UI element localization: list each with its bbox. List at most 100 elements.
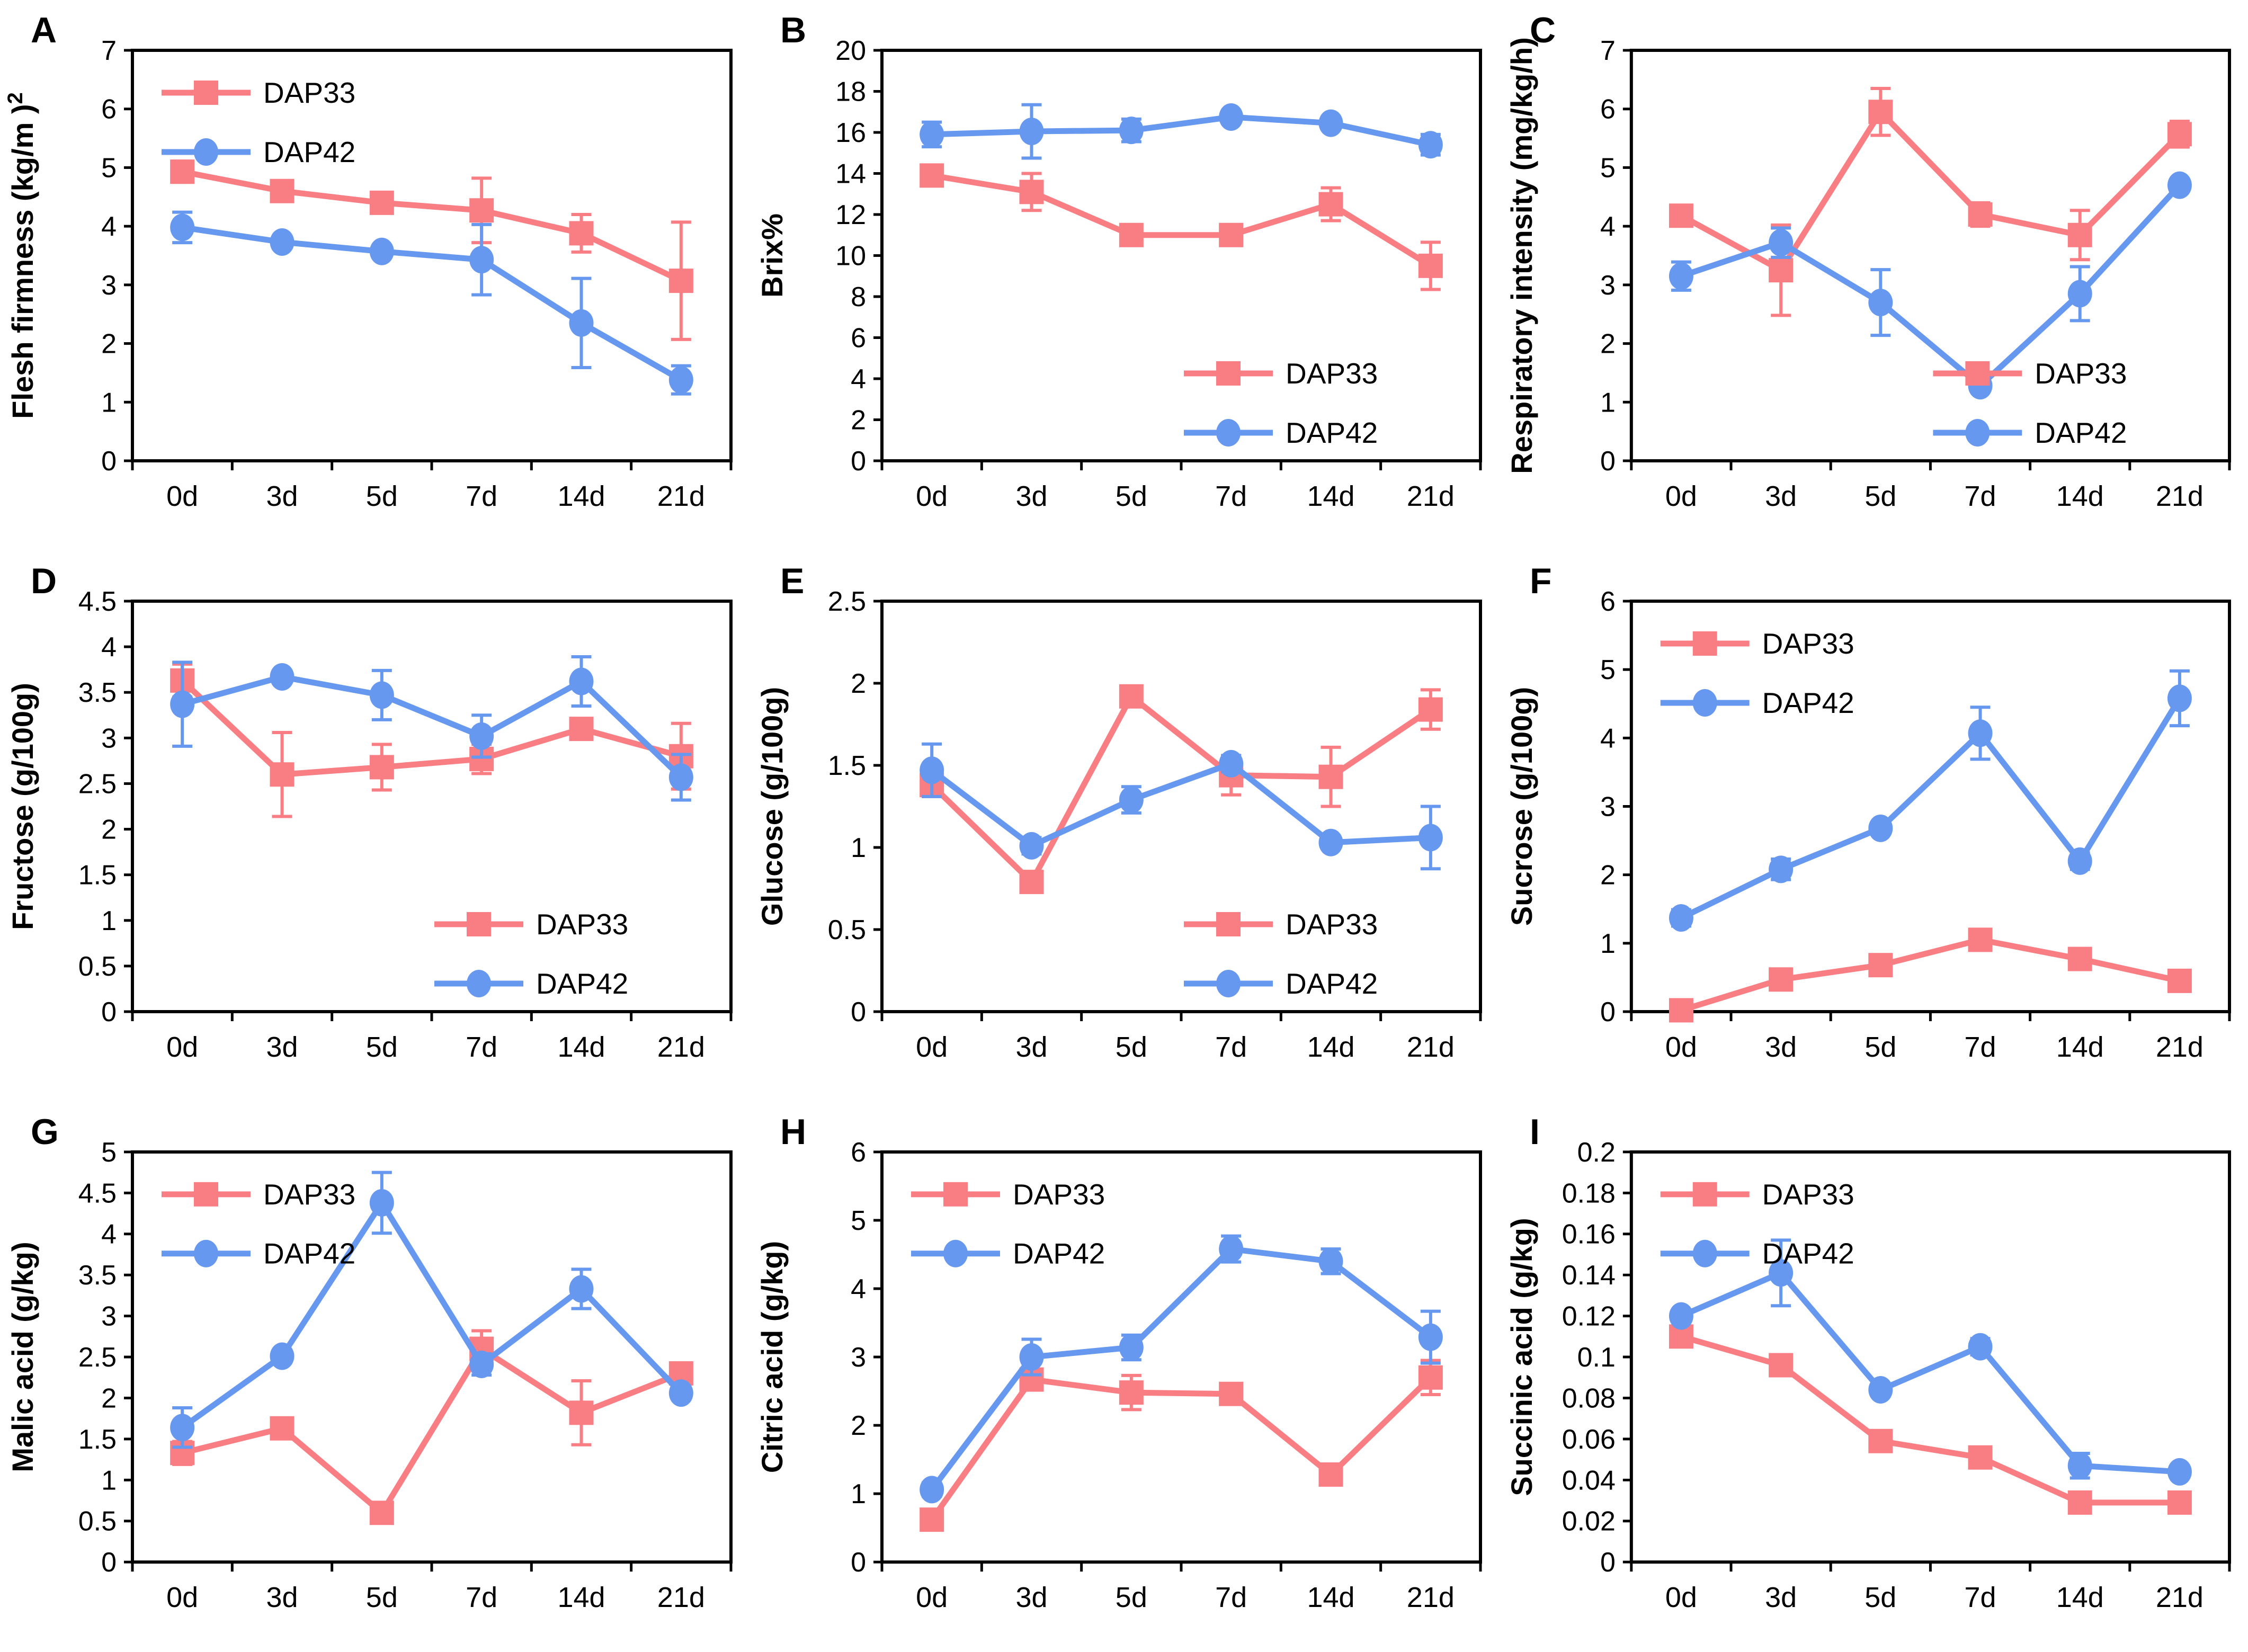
legend-item-dap42: DAP42: [162, 1237, 355, 1270]
legend-square-marker: [1216, 912, 1241, 936]
chart-panel-I: 0 0.02 0.04 0.06 0.08 0.1 0.12 0.14 0.16 0.18 0.2 0…: [1499, 1102, 2248, 1652]
x-tick-label: 5d: [366, 1582, 398, 1613]
y-axis-title: Malic acid (g/kg): [6, 1242, 39, 1472]
legend-item-dap42: DAP42: [434, 967, 628, 1000]
y-axis-title: Glucose (g/100g): [755, 687, 789, 926]
legend-label: DAP42: [2035, 416, 2127, 449]
legend-label: DAP33: [2035, 357, 2127, 390]
circle-marker: [369, 681, 394, 709]
x-tick-label: 5d: [1116, 1031, 1147, 1063]
x-tick-label: 3d: [1765, 1582, 1797, 1613]
circle-marker: [469, 246, 494, 274]
y-tick-label: 0: [851, 446, 866, 477]
panel-A-svg: 0 1 2 3 4 5 6 7 0d 3d 5d 7d 14d 21d Flesh firmness (kg…: [4, 10, 733, 512]
series-line: [180, 678, 682, 778]
legend-item-dap42: DAP42: [162, 136, 355, 168]
y-tick-label: 3: [101, 723, 117, 754]
panel-letter: I: [1530, 1112, 1540, 1152]
x-tick-label: 3d: [1015, 1582, 1047, 1613]
legend-circle-marker: [1692, 689, 1717, 717]
series-line: [1680, 936, 2181, 1013]
y-tick-label: 12: [835, 200, 866, 230]
y-tick-label: 3: [1600, 791, 1616, 822]
y-tick-label: 2.5: [78, 1342, 117, 1373]
y-tick-label: 1: [101, 906, 117, 936]
x-tick-label: 21d: [1407, 1031, 1455, 1063]
legend-label: DAP42: [1013, 1237, 1105, 1270]
y-tick-label: 4: [101, 1219, 117, 1250]
y-tick-label: 2: [851, 1410, 866, 1441]
y-tick-label: 2: [851, 668, 866, 699]
x-tick-label: 3d: [1015, 1031, 1047, 1063]
legend-item-dap33: DAP33: [162, 1178, 355, 1211]
x-tick-label: 14d: [557, 480, 605, 512]
y-tick-label: 6: [101, 94, 117, 125]
legend-item-dap33: DAP33: [1184, 357, 1378, 390]
circle-marker: [1019, 1343, 1044, 1371]
y-tick-label: 1: [101, 387, 117, 418]
legend-label: DAP42: [536, 967, 628, 1000]
series-line: [931, 172, 1432, 269]
y-tick-label: 1: [101, 1465, 117, 1496]
x-tick-label: 3d: [1015, 480, 1047, 512]
series-line: [929, 1246, 1433, 1492]
y-tick-label: 4: [101, 211, 117, 242]
legend-circle-marker: [943, 1239, 968, 1267]
x-tick-label: 21d: [1407, 480, 1455, 512]
y-tick-label: 2: [1600, 860, 1616, 891]
series-line: [931, 114, 1431, 148]
circle-marker: [2067, 1452, 2092, 1480]
panel-G-svg: 0 0.5 1 1.5 2 2.5 3 3.5 4 4.5 5 0d 3d 5d 7d 14d 21d Malic…: [6, 1112, 733, 1613]
square-marker: [1119, 1380, 1144, 1405]
series-line: [1680, 1334, 2180, 1506]
circle-marker: [2167, 684, 2192, 712]
legend-circle-marker: [194, 1239, 218, 1267]
square-marker: [569, 1400, 594, 1425]
circle-marker: [469, 1350, 494, 1378]
y-tick-label: 0.08: [1562, 1383, 1616, 1414]
x-tick-label: 0d: [166, 1582, 198, 1613]
y-tick-label: 3: [1600, 270, 1616, 301]
y-tick-label: 10: [835, 241, 866, 272]
y-tick-label: 4: [851, 1274, 866, 1305]
panel-letter: E: [780, 561, 804, 601]
square-marker: [1418, 1365, 1443, 1390]
x-tick-label: 21d: [657, 1031, 705, 1063]
legend-item-dap42: DAP42: [911, 1237, 1105, 1270]
y-tick-label: 6: [1600, 94, 1616, 125]
plot-border: [131, 1150, 733, 1564]
series-dap42: [1669, 669, 2192, 932]
legend-square-marker: [1692, 631, 1717, 656]
square-marker: [2067, 222, 2092, 247]
y-tick-label: 1: [1600, 387, 1616, 418]
square-marker: [1219, 222, 1244, 247]
series-dap33: [170, 159, 693, 341]
chart-panel-C: 0 1 2 3 4 5 6 7 0d 3d 5d 7d 14d 21d Respiratory intens…: [1499, 0, 2248, 551]
series-line: [1680, 109, 2182, 273]
legend-label: DAP42: [1286, 416, 1378, 449]
y-tick-label: 4.5: [78, 1178, 117, 1209]
legend-label: DAP42: [1286, 967, 1378, 1000]
circle-marker: [170, 213, 195, 242]
chart-panel-D: 0 0.5 1 1.5 2 2.5 3 3.5 4 4.5 0d 3d 5d 7d 14d 21d Fructo…: [0, 551, 750, 1102]
x-tick-label: 21d: [1407, 1582, 1455, 1613]
series-dap33: [920, 163, 1443, 291]
y-tick-label: 0.5: [78, 951, 117, 982]
circle-marker: [1119, 117, 1144, 145]
circle-marker: [270, 228, 295, 256]
y-tick-label: 4.5: [78, 586, 117, 617]
square-marker: [1769, 1353, 1794, 1378]
circle-marker: [1868, 1376, 1893, 1404]
y-tick-label: 0.5: [78, 1506, 117, 1537]
y-tick-label: 3.5: [78, 1260, 117, 1291]
y-tick-label: 1.5: [78, 860, 117, 891]
circle-marker: [170, 1414, 195, 1442]
x-tick-label: 21d: [657, 480, 705, 512]
panel-F-svg: 0 1 2 3 4 5 6 0d 3d 5d 7d 14d 21d Sucrose (g/100g) F DA…: [1505, 561, 2232, 1063]
y-tick-label: 0: [851, 1547, 866, 1578]
legend-square-marker: [194, 81, 218, 105]
x-tick-label: 5d: [1865, 480, 1896, 512]
x-tick-label: 3d: [1765, 480, 1797, 512]
x-tick-label: 5d: [1865, 1031, 1896, 1063]
chart-panel-H: 0 1 2 3 4 5 6 0d 3d 5d 7d 14d 21d Citric acid (g/kg) H…: [750, 1102, 1499, 1652]
